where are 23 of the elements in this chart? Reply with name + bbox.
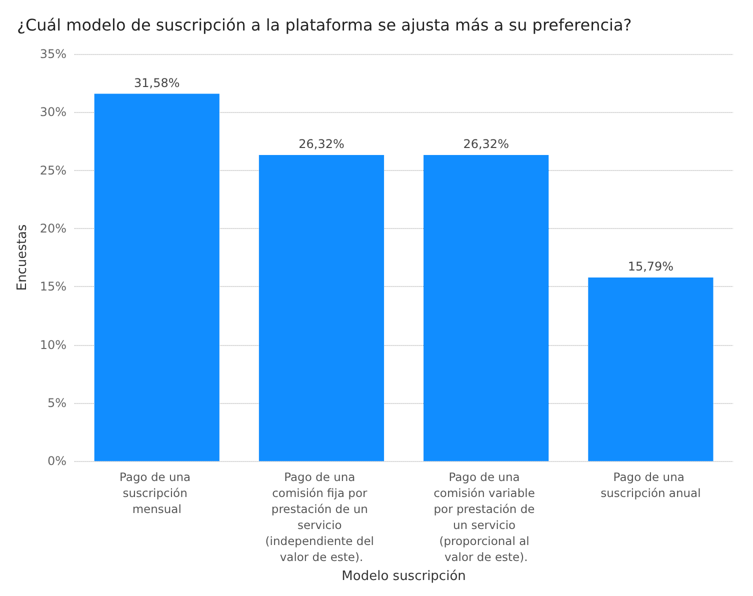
y-tick-label: 5% [48,396,67,410]
x-tick-label: Pago de una suscripción anual [600,470,701,500]
bar [588,277,714,462]
y-tick-label: 25% [40,163,67,178]
data-label: 26,32% [298,136,344,151]
y-axis-title: Encuestas [15,224,30,291]
y-tick-label: 20% [40,221,67,236]
x-tick-label: Pago de una suscripción mensual [119,470,194,516]
y-tick-label: 35% [40,47,67,61]
bar [94,94,220,462]
x-tick-label: Pago de una comisión fija por prestación de un servicio (independiente del valor de este). [265,470,378,564]
data-label: 26,32% [463,136,509,151]
data-label: 15,79% [628,259,674,274]
data-label: 31,58% [134,76,180,90]
y-tick-label: 15% [40,280,67,294]
x-tick-label: Pago de una comisión variable por prestación de un servicio (proporcional al valor de este). [434,470,539,564]
y-tick-label: 30% [40,105,67,120]
bar [424,154,549,462]
bar [258,154,384,462]
x-axis-title: Modelo suscripción [342,569,466,584]
y-tick-label: 0% [48,454,67,468]
chart-title: ¿Cuál modelo de suscripción a la plataforma se ajusta más a su preferencia? [17,16,632,34]
y-tick-label: 10% [40,338,67,352]
